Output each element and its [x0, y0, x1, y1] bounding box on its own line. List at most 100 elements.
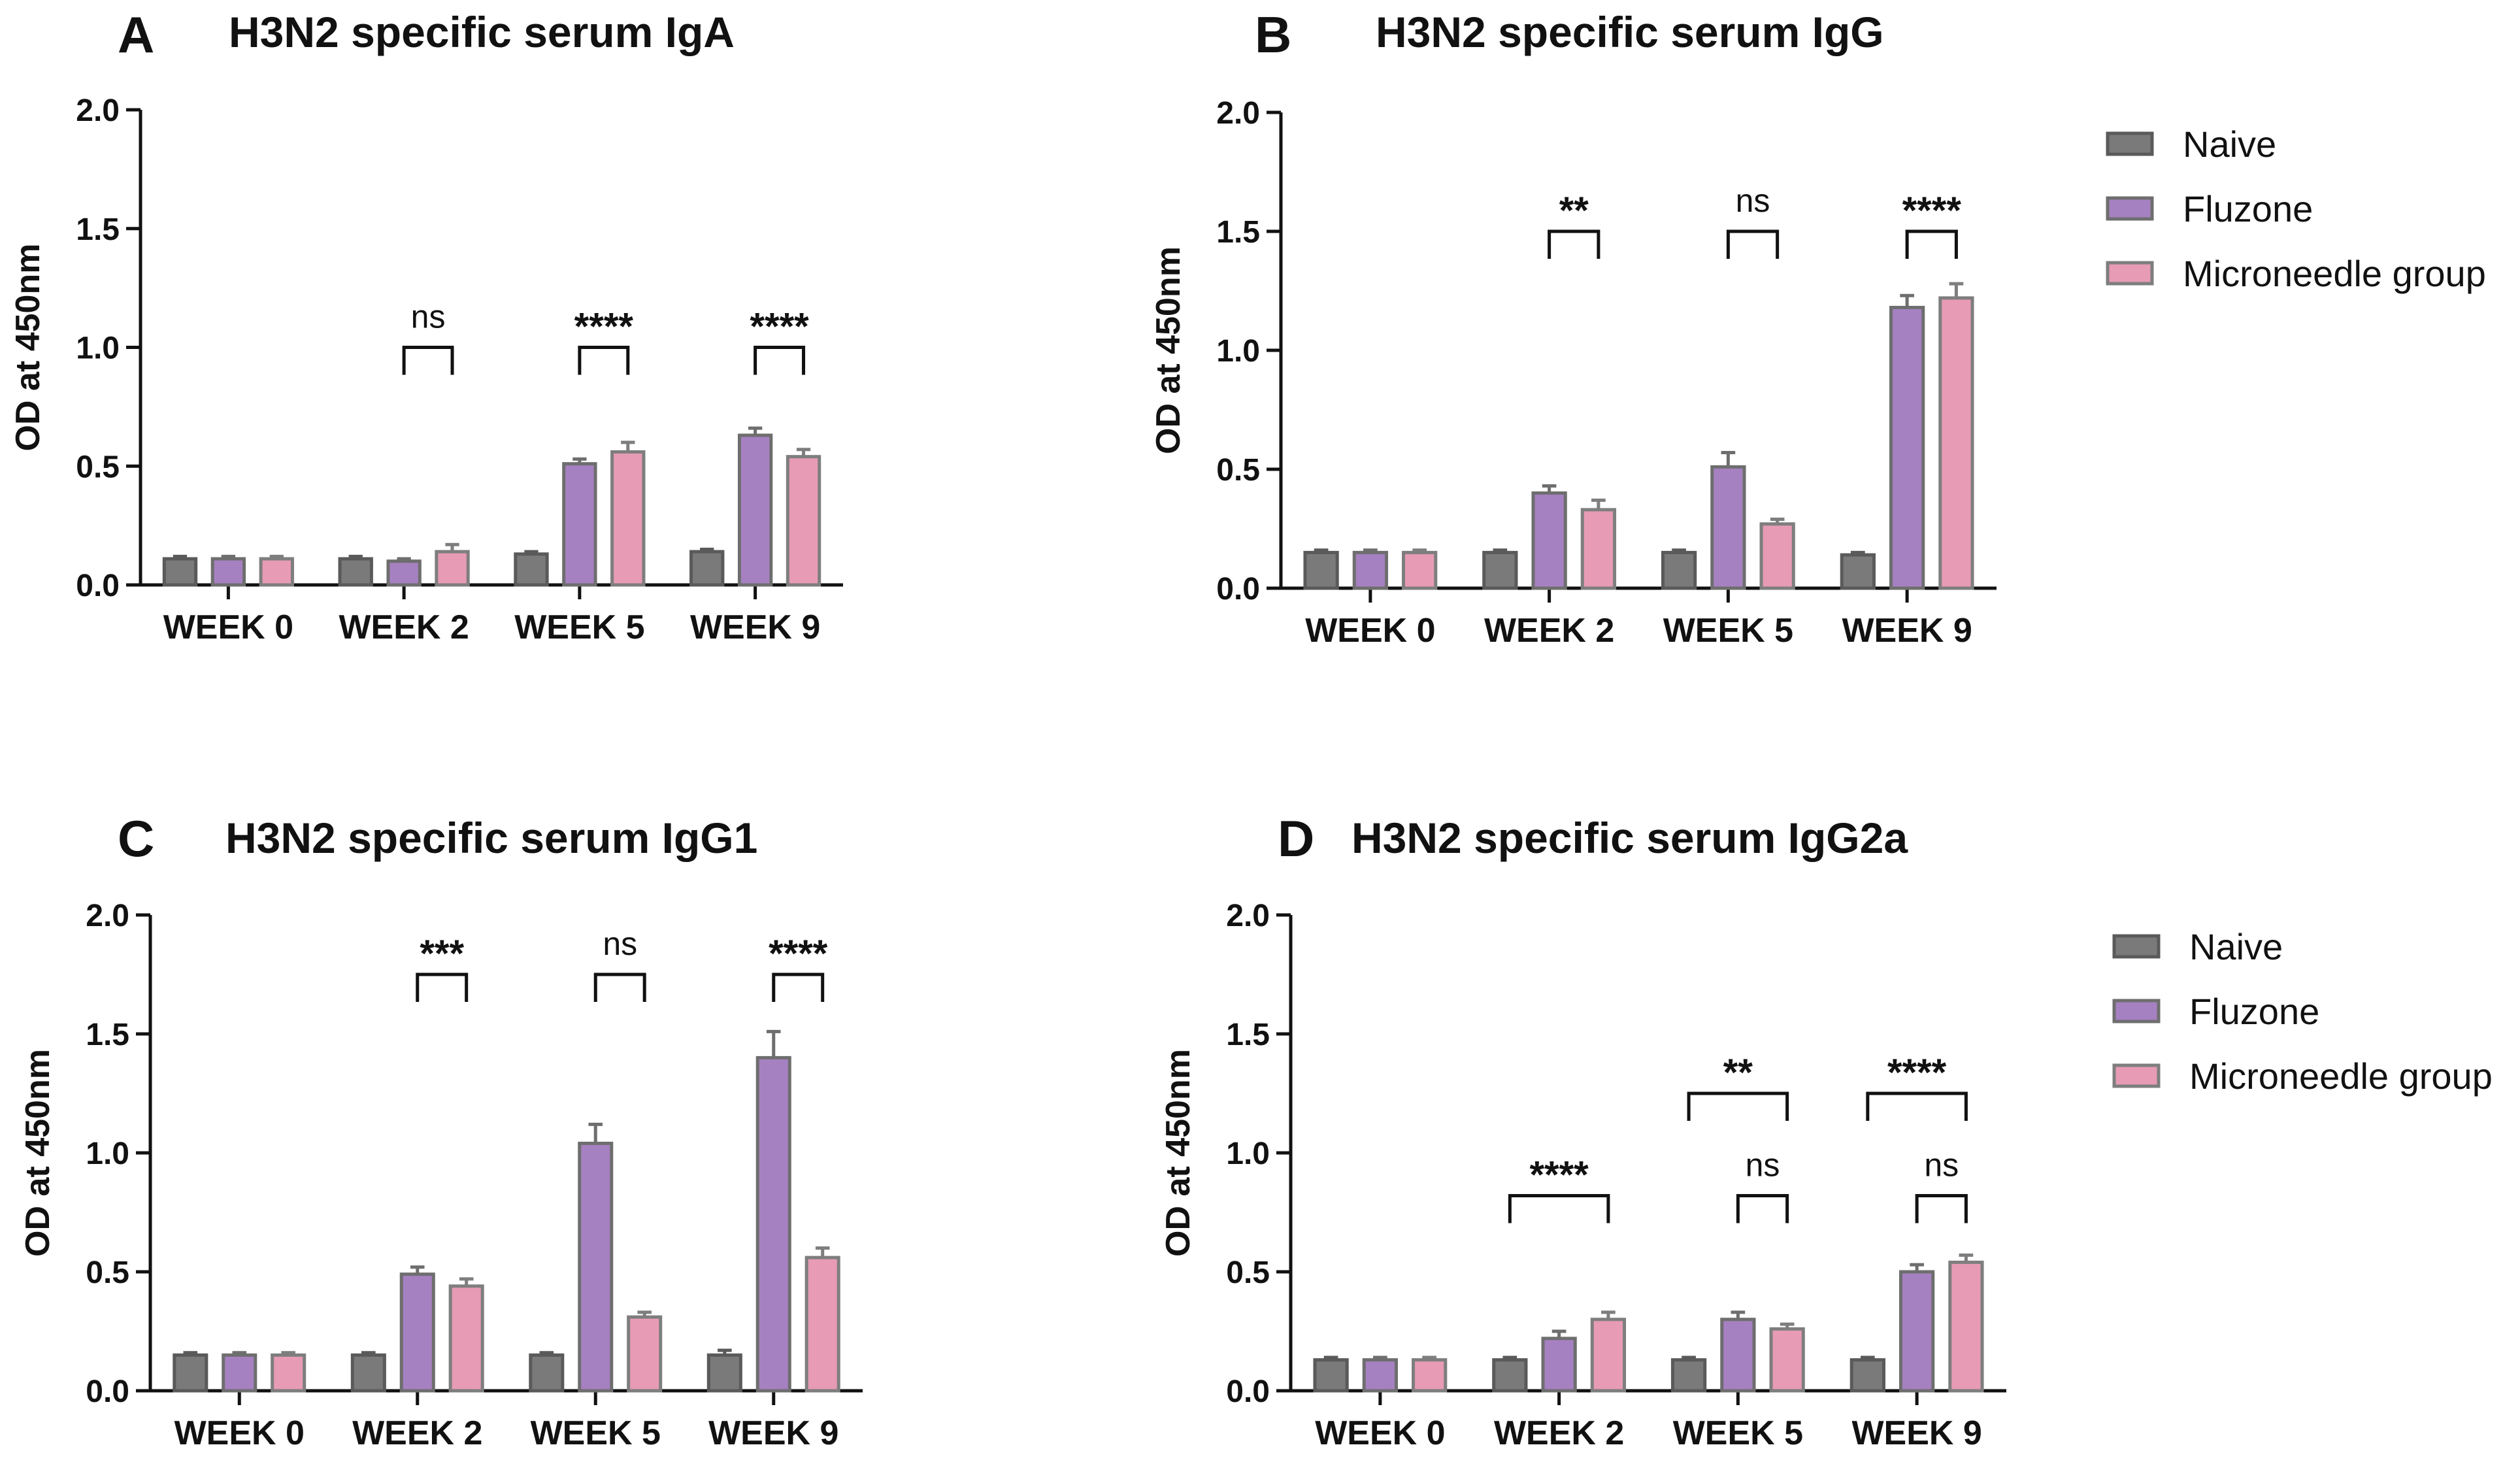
significance-label: **** [769, 933, 828, 975]
bar [173, 1353, 208, 1393]
x-category-label: WEEK 0 [1305, 612, 1435, 650]
significance-bracket [1915, 1194, 1968, 1223]
bar [435, 550, 470, 587]
panel-letter: B [1255, 6, 1291, 63]
bar [786, 455, 821, 587]
legend-swatch [2106, 131, 2154, 156]
panel-letter: A [118, 6, 154, 63]
x-category-label: WEEK 0 [163, 608, 293, 646]
significance-bracket [1905, 229, 1958, 259]
panel-title: H3N2 specific serum IgG2a [1351, 814, 1908, 862]
panel-letter: C [118, 810, 154, 867]
bar [1531, 491, 1567, 590]
bar [562, 462, 597, 587]
bar [1482, 550, 1518, 590]
significance-label: **** [574, 306, 634, 348]
bar [1313, 1358, 1349, 1393]
significance-label: ns [1746, 1147, 1780, 1184]
y-axis-label: OD at 450nm [1150, 246, 1187, 454]
bar [1840, 553, 1876, 590]
bar [529, 1353, 565, 1393]
bar [1938, 296, 1974, 590]
x-category-label: WEEK 0 [174, 1414, 305, 1452]
legend-swatch [2112, 934, 2161, 959]
significance-bracket [754, 346, 806, 375]
bar [1362, 1358, 1399, 1393]
bar [399, 1272, 435, 1393]
significance-bracket [593, 972, 646, 1002]
legend-bottom: Naive Fluzone Microneedle group [2112, 926, 2493, 1097]
bar [1590, 1318, 1627, 1393]
y-tick-label: 0.5 [1216, 453, 1260, 488]
y-tick-label: 2.0 [1216, 96, 1260, 131]
x-category-label: WEEK 5 [531, 1414, 661, 1452]
y-tick-label: 0.0 [86, 1374, 129, 1409]
significance-bracket [772, 972, 825, 1002]
panel-title: H3N2 specific serum IgA [229, 8, 735, 56]
bar [1889, 305, 1925, 590]
x-category-label: WEEK 2 [1484, 612, 1614, 650]
significance-label: ns [603, 925, 637, 962]
legend-swatch [2112, 999, 2161, 1023]
bar [804, 1255, 840, 1393]
significance-bracket [1866, 1091, 1968, 1121]
bar [1898, 1270, 1935, 1393]
significance-bracket [578, 346, 630, 375]
bar [210, 557, 246, 587]
legend-label: Microneedle group [2183, 253, 2486, 294]
legend-label: Naive [2183, 124, 2276, 165]
significance-label: **** [1902, 190, 1962, 232]
y-tick-label: 2.0 [76, 93, 120, 128]
panel-title: H3N2 specific serum IgG1 [225, 814, 757, 862]
legend-label: Fluzone [2189, 991, 2319, 1032]
bar [1303, 550, 1339, 590]
significance-label: ns [1736, 182, 1770, 219]
bar [1670, 1358, 1707, 1393]
significance-bracket [402, 346, 454, 375]
legend-label: Fluzone [2183, 188, 2313, 229]
y-tick-label: 1.0 [1216, 334, 1260, 369]
bar [737, 433, 773, 587]
bar [271, 1353, 307, 1393]
bar [1412, 1358, 1448, 1393]
bar [627, 1315, 663, 1393]
y-axis-label: OD at 450nm [9, 244, 47, 452]
bar [1580, 508, 1617, 590]
x-category-label: WEEK 9 [1851, 1414, 1981, 1452]
panel-c: C H3N2 specific serum IgG1 OD at 450nm 0.0 0… [19, 810, 863, 1452]
significance-label: *** [420, 933, 464, 975]
legend-swatch [2106, 196, 2154, 221]
panel-title: H3N2 specific serum IgG [1376, 8, 1884, 56]
panel-d: D H3N2 specific serum IgG2a OD at 450nm 0.0… [1159, 810, 2006, 1452]
y-tick-label: 0.5 [76, 450, 120, 484]
panel-b: B H3N2 specific serum IgG OD at 450nm 0.0 0.… [1150, 6, 1997, 650]
y-tick-label: 2.0 [1226, 899, 1270, 933]
x-category-label: WEEK 9 [1842, 612, 1972, 650]
significance-bracket [1548, 229, 1600, 259]
y-tick-label: 1.5 [76, 212, 120, 247]
bar [259, 557, 294, 587]
legend-label: Naive [2189, 926, 2283, 967]
bar [1541, 1337, 1577, 1393]
y-tick-label: 0.5 [1226, 1255, 1270, 1290]
significance-label: **** [750, 306, 809, 348]
bar [448, 1284, 484, 1393]
significance-label: ns [1924, 1147, 1959, 1184]
bar [578, 1141, 614, 1393]
bar [1849, 1358, 1885, 1393]
bar [755, 1055, 791, 1393]
significance-label: **** [1529, 1154, 1589, 1197]
bar [1710, 465, 1746, 590]
x-category-label: WEEK 5 [1673, 1414, 1803, 1452]
y-tick-label: 1.0 [86, 1137, 129, 1171]
y-tick-label: 1.0 [1226, 1137, 1270, 1171]
significance-bracket [416, 972, 469, 1002]
bar [1769, 1327, 1805, 1393]
significance-label: ** [1559, 190, 1589, 232]
y-axis-label: OD at 450nm [19, 1049, 57, 1257]
bar [222, 1353, 257, 1393]
panel-letter: D [1278, 810, 1314, 867]
bar [162, 557, 198, 587]
bar [1661, 550, 1697, 590]
x-category-label: WEEK 9 [708, 1414, 838, 1452]
